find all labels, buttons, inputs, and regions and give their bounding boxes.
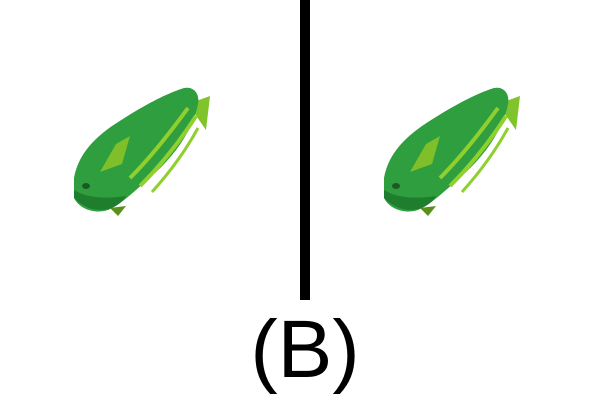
green-fish-icon bbox=[384, 87, 520, 216]
caption-label: (B) bbox=[250, 304, 360, 395]
vertical-divider bbox=[300, 0, 310, 300]
right-panel bbox=[310, 0, 610, 300]
green-fish-icon bbox=[74, 87, 210, 216]
left-panel bbox=[0, 0, 300, 300]
